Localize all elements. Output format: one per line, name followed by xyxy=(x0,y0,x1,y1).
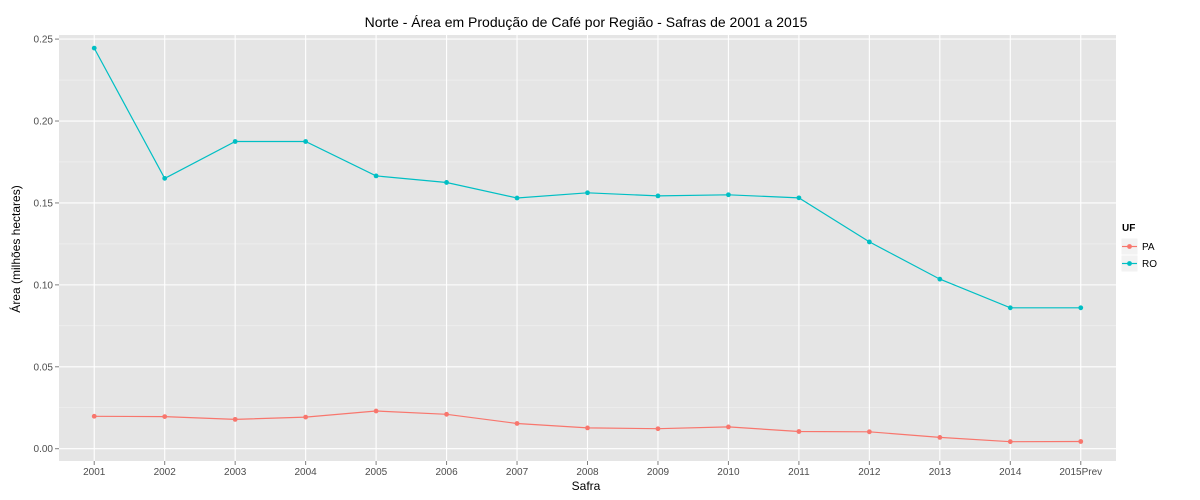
data-point-pa xyxy=(1078,439,1084,444)
x-tick-label: 2002 xyxy=(154,467,177,478)
major-gridlines xyxy=(59,35,1116,461)
data-point-pa xyxy=(444,411,449,417)
data-point-pa xyxy=(585,425,590,431)
data-point-pa xyxy=(1007,439,1013,445)
y-tick-label: 0.20 xyxy=(34,117,54,128)
legend-title: UF xyxy=(1122,223,1135,234)
data-point-pa xyxy=(373,408,379,414)
y-axis-title: Área (milhões hectares) xyxy=(8,185,23,312)
y-axis: 0.00 0.05 0.10 0.15 0.20 0.25 xyxy=(34,35,59,455)
legend: UF PA RO xyxy=(1120,223,1157,273)
legend-key-point xyxy=(1127,244,1132,249)
x-tick-label: 2008 xyxy=(576,467,599,478)
data-point-ro xyxy=(444,180,449,185)
data-point-ro xyxy=(796,195,802,201)
x-tick-label: 2011 xyxy=(788,467,810,478)
x-tick-label: 2003 xyxy=(224,467,247,478)
x-tick-label: 2015Prev xyxy=(1059,467,1102,478)
data-point-ro xyxy=(232,139,238,144)
data-point-ro xyxy=(303,139,309,144)
x-tick-label: 2012 xyxy=(858,467,881,478)
data-point-ro xyxy=(866,239,872,245)
data-point-ro xyxy=(655,193,661,199)
series-layer xyxy=(91,45,1084,445)
y-tick-label: 0.15 xyxy=(34,198,54,209)
x-tick-label: 2007 xyxy=(506,467,529,478)
data-point-ro xyxy=(585,190,590,196)
data-point-pa xyxy=(937,435,943,440)
x-tick-label: 2001 xyxy=(83,467,106,478)
data-point-pa xyxy=(726,424,731,430)
chart-title: Norte - Área em Produção de Café por Reg… xyxy=(365,14,808,30)
data-point-ro xyxy=(937,276,943,282)
y-tick-label: 0.00 xyxy=(34,444,54,455)
data-point-pa xyxy=(514,421,520,426)
data-point-ro xyxy=(1007,305,1013,311)
data-point-ro xyxy=(91,45,97,51)
x-tick-label: 2010 xyxy=(717,467,740,478)
data-point-pa xyxy=(866,429,872,435)
data-point-pa xyxy=(655,426,661,432)
x-tick-label: 2005 xyxy=(365,467,388,478)
data-point-pa xyxy=(91,413,97,419)
legend-label-pa: PA xyxy=(1142,242,1155,253)
data-point-ro xyxy=(162,175,168,181)
y-tick-label: 0.10 xyxy=(34,280,54,291)
data-point-pa xyxy=(303,414,309,420)
x-axis-title: Safra xyxy=(572,479,601,493)
x-tick-label: 2004 xyxy=(295,467,318,478)
x-tick-label: 2009 xyxy=(647,467,670,478)
x-axis: 2001 2002 2003 2004 2005 2006 2007 2008 2009 2010… xyxy=(83,461,1102,478)
x-tick-label: 2006 xyxy=(435,467,458,478)
x-tick-label: 2014 xyxy=(999,467,1022,478)
data-point-ro xyxy=(373,173,379,179)
x-tick-label: 2013 xyxy=(929,467,952,478)
data-point-pa xyxy=(162,414,168,419)
data-point-pa xyxy=(796,429,802,434)
data-point-ro xyxy=(726,192,731,198)
y-tick-label: 0.05 xyxy=(34,362,54,373)
y-tick-label: 0.25 xyxy=(34,35,54,46)
data-point-ro xyxy=(1078,305,1084,311)
data-point-ro xyxy=(514,195,520,201)
legend-label-ro: RO xyxy=(1142,259,1157,270)
legend-key-point xyxy=(1127,261,1132,266)
data-point-pa xyxy=(232,416,238,422)
